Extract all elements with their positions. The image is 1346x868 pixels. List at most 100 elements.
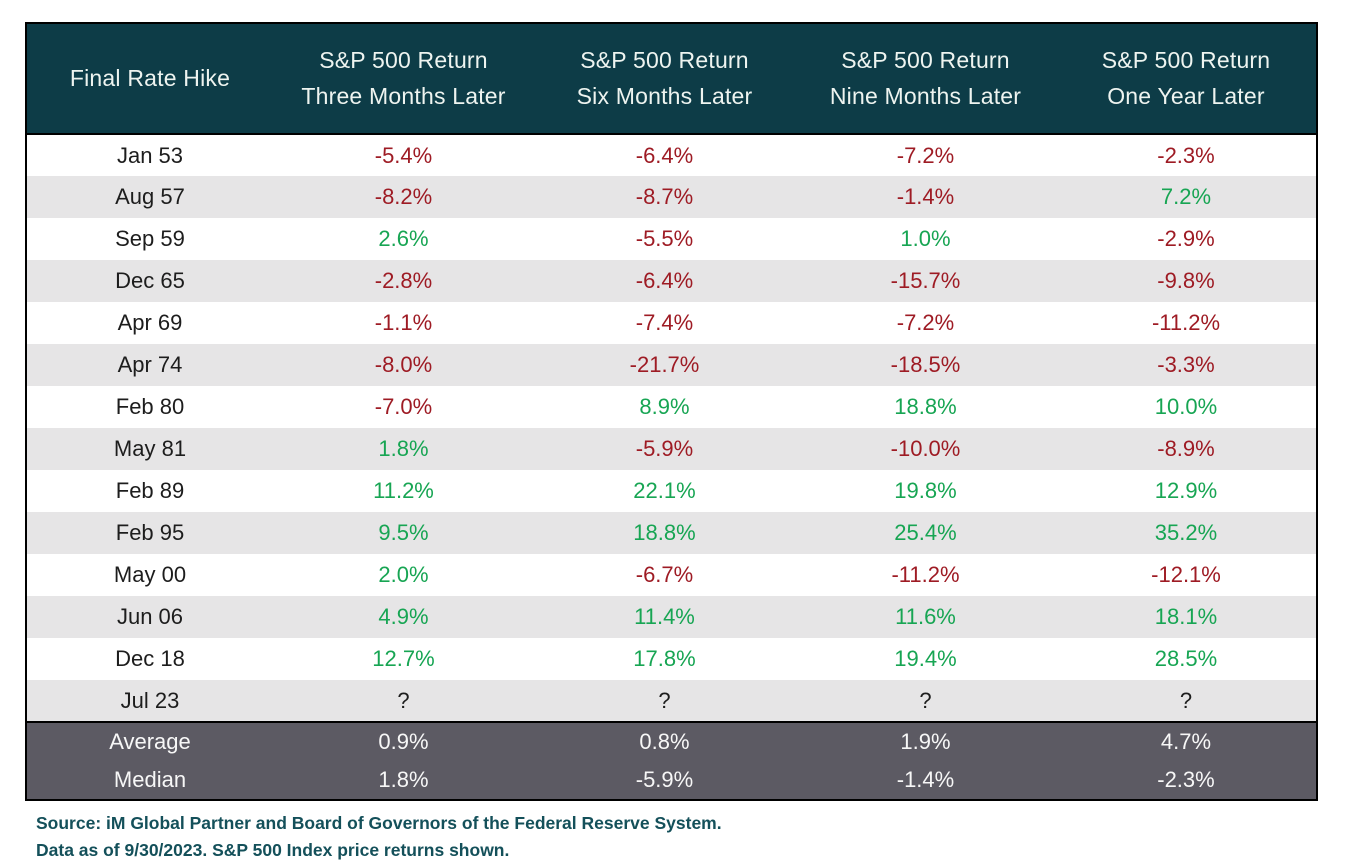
- return-cell: ?: [1056, 680, 1317, 722]
- return-cell: -5.4%: [273, 134, 534, 176]
- header-line2: Three Months Later: [301, 82, 506, 109]
- summary-label-cell: Median: [26, 761, 273, 800]
- return-cell: -6.7%: [534, 554, 795, 596]
- table-row: Jan 53 -5.4% -6.4% -7.2% -2.3%: [26, 134, 1317, 176]
- summary-row: Average 0.9% 0.8% 1.9% 4.7%: [26, 721, 1317, 761]
- header-three-months: S&P 500 Return Three Months Later: [273, 23, 534, 135]
- header-one-year: S&P 500 Return One Year Later: [1056, 23, 1317, 135]
- return-cell: 11.2%: [273, 470, 534, 512]
- header-nine-months: S&P 500 Return Nine Months Later: [795, 23, 1056, 135]
- return-cell: 18.1%: [1056, 596, 1317, 638]
- return-cell: 1.0%: [795, 218, 1056, 260]
- return-cell: 1.8%: [273, 428, 534, 470]
- return-cell: -6.4%: [534, 134, 795, 176]
- return-cell: -1.1%: [273, 302, 534, 344]
- return-cell: -2.3%: [1056, 134, 1317, 176]
- table-row: Feb 80 -7.0% 8.9% 18.8% 10.0%: [26, 386, 1317, 428]
- summary-value-cell: 0.9%: [273, 721, 534, 761]
- return-cell: -8.7%: [534, 176, 795, 218]
- return-cell: -5.9%: [534, 428, 795, 470]
- return-cell: 35.2%: [1056, 512, 1317, 554]
- header-final-rate-hike: Final Rate Hike: [26, 23, 273, 135]
- return-cell: 18.8%: [534, 512, 795, 554]
- return-cell: -15.7%: [795, 260, 1056, 302]
- table-summary: Average 0.9% 0.8% 1.9% 4.7% Median 1.8% -5.9% -1…: [26, 721, 1317, 800]
- return-cell: 11.6%: [795, 596, 1056, 638]
- header-line1: S&P 500 Return: [841, 46, 1010, 73]
- date-cell: Sep 59: [26, 218, 273, 260]
- date-cell: Jul 23: [26, 680, 273, 722]
- header-line1: S&P 500 Return: [580, 46, 749, 73]
- return-cell: -21.7%: [534, 344, 795, 386]
- date-cell: Aug 57: [26, 176, 273, 218]
- summary-value-cell: 4.7%: [1056, 721, 1317, 761]
- return-cell: 17.8%: [534, 638, 795, 680]
- table-body: Jan 53 -5.4% -6.4% -7.2% -2.3% Aug 57 -8.2% -8.…: [26, 134, 1317, 722]
- return-cell: -8.2%: [273, 176, 534, 218]
- return-cell: 12.9%: [1056, 470, 1317, 512]
- return-cell: 22.1%: [534, 470, 795, 512]
- date-cell: Jun 06: [26, 596, 273, 638]
- summary-value-cell: -1.4%: [795, 761, 1056, 800]
- return-cell: -7.2%: [795, 134, 1056, 176]
- return-cell: 7.2%: [1056, 176, 1317, 218]
- header-line2: Six Months Later: [576, 82, 753, 109]
- return-cell: -2.8%: [273, 260, 534, 302]
- return-cell: -8.0%: [273, 344, 534, 386]
- data-as-of-line: Data as of 9/30/2023. S&P 500 Index pric…: [36, 840, 510, 860]
- return-cell: 2.0%: [273, 554, 534, 596]
- table-row: Apr 69 -1.1% -7.4% -7.2% -11.2%: [26, 302, 1317, 344]
- date-cell: Feb 89: [26, 470, 273, 512]
- table-row: Feb 95 9.5% 18.8% 25.4% 35.2%: [26, 512, 1317, 554]
- table-row: Feb 89 11.2% 22.1% 19.8% 12.9%: [26, 470, 1317, 512]
- summary-value-cell: 0.8%: [534, 721, 795, 761]
- date-cell: May 81: [26, 428, 273, 470]
- return-cell: -7.4%: [534, 302, 795, 344]
- rate-hike-returns-table-container: Final Rate Hike S&P 500 Return Three Mon…: [25, 22, 1318, 801]
- return-cell: ?: [273, 680, 534, 722]
- summary-label-cell: Average: [26, 721, 273, 761]
- return-cell: 10.0%: [1056, 386, 1317, 428]
- date-cell: Dec 65: [26, 260, 273, 302]
- summary-value-cell: 1.8%: [273, 761, 534, 800]
- return-cell: 4.9%: [273, 596, 534, 638]
- return-cell: ?: [534, 680, 795, 722]
- return-cell: -18.5%: [795, 344, 1056, 386]
- header-line1: S&P 500 Return: [1101, 46, 1271, 73]
- table-row: Dec 18 12.7% 17.8% 19.4% 28.5%: [26, 638, 1317, 680]
- return-cell: -7.0%: [273, 386, 534, 428]
- return-cell: ?: [795, 680, 1056, 722]
- return-cell: 9.5%: [273, 512, 534, 554]
- return-cell: -8.9%: [1056, 428, 1317, 470]
- header-line1: S&P 500 Return: [319, 46, 488, 73]
- footnotes: Source: iM Global Partner and Board of G…: [36, 810, 722, 864]
- table-header: Final Rate Hike S&P 500 Return Three Mon…: [26, 23, 1317, 135]
- summary-value-cell: 1.9%: [795, 721, 1056, 761]
- date-cell: Apr 69: [26, 302, 273, 344]
- table-row: Jul 23????: [26, 680, 1317, 722]
- date-cell: Feb 80: [26, 386, 273, 428]
- summary-value-cell: -5.9%: [534, 761, 795, 800]
- table-row: Dec 65 -2.8% -6.4% -15.7% -9.8%: [26, 260, 1317, 302]
- return-cell: -11.2%: [795, 554, 1056, 596]
- return-cell: -10.0%: [795, 428, 1056, 470]
- summary-row: Median 1.8% -5.9% -1.4% -2.3%: [26, 761, 1317, 800]
- date-cell: Apr 74: [26, 344, 273, 386]
- return-cell: 11.4%: [534, 596, 795, 638]
- date-cell: May 00: [26, 554, 273, 596]
- return-cell: 8.9%: [534, 386, 795, 428]
- return-cell: 19.4%: [795, 638, 1056, 680]
- return-cell: 25.4%: [795, 512, 1056, 554]
- return-cell: 12.7%: [273, 638, 534, 680]
- return-cell: -1.4%: [795, 176, 1056, 218]
- return-cell: -3.3%: [1056, 344, 1317, 386]
- date-cell: Feb 95: [26, 512, 273, 554]
- return-cell: 19.8%: [795, 470, 1056, 512]
- table-row: Aug 57 -8.2% -8.7% -1.4% 7.2%: [26, 176, 1317, 218]
- table-row: Jun 06 4.9% 11.4% 11.6% 18.1%: [26, 596, 1317, 638]
- date-cell: Dec 18: [26, 638, 273, 680]
- return-cell: -5.5%: [534, 218, 795, 260]
- table-row: May 81 1.8% -5.9% -10.0% -8.9%: [26, 428, 1317, 470]
- source-line: Source: iM Global Partner and Board of G…: [36, 813, 722, 833]
- header-line2: One Year Later: [1107, 82, 1265, 109]
